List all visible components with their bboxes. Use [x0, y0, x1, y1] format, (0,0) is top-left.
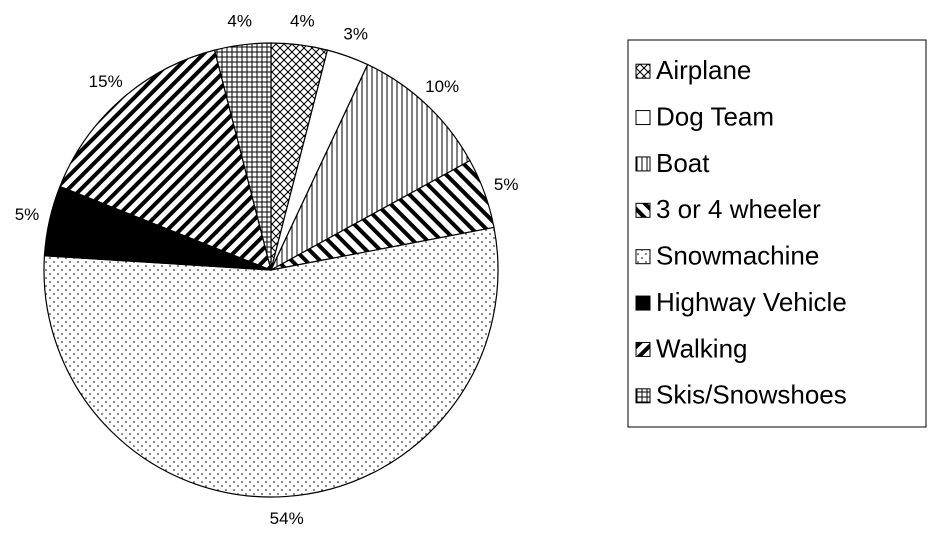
legend-box: [627, 39, 927, 428]
legend-label: Boat: [656, 148, 710, 178]
legend-swatch: [635, 341, 651, 357]
legend-swatch: [635, 202, 651, 218]
value-label: 4%: [227, 11, 252, 30]
pie-slice: [213, 42, 272, 271]
value-label: 5%: [15, 205, 40, 224]
legend-label: Airplane: [656, 55, 751, 85]
legend-swatch: [635, 110, 651, 126]
legend-label: Highway Vehicle: [656, 287, 847, 317]
pie-slice: [59, 49, 272, 271]
legend-label: 3 or 4 wheeler: [656, 194, 821, 224]
pie-slice: [269, 63, 471, 272]
legend-swatch: [635, 295, 651, 311]
value-label: 4%: [290, 11, 315, 30]
value-label: 5%: [494, 175, 519, 194]
legend-swatch: [635, 156, 651, 172]
value-label: 54%: [270, 509, 304, 528]
legend-label: Walking: [656, 333, 748, 363]
legend-swatch: [635, 388, 651, 404]
legend-label: Snowmachine: [656, 241, 819, 271]
legend-swatch: [635, 249, 651, 265]
legend-swatch: [635, 63, 651, 79]
value-label: 3%: [343, 24, 368, 43]
legend-label: Dog Team: [656, 101, 774, 131]
value-label: 10%: [425, 77, 459, 96]
legend-label: Skis/Snowshoes: [656, 380, 847, 410]
pie-slice: [43, 226, 499, 498]
value-label: 15%: [89, 72, 123, 91]
